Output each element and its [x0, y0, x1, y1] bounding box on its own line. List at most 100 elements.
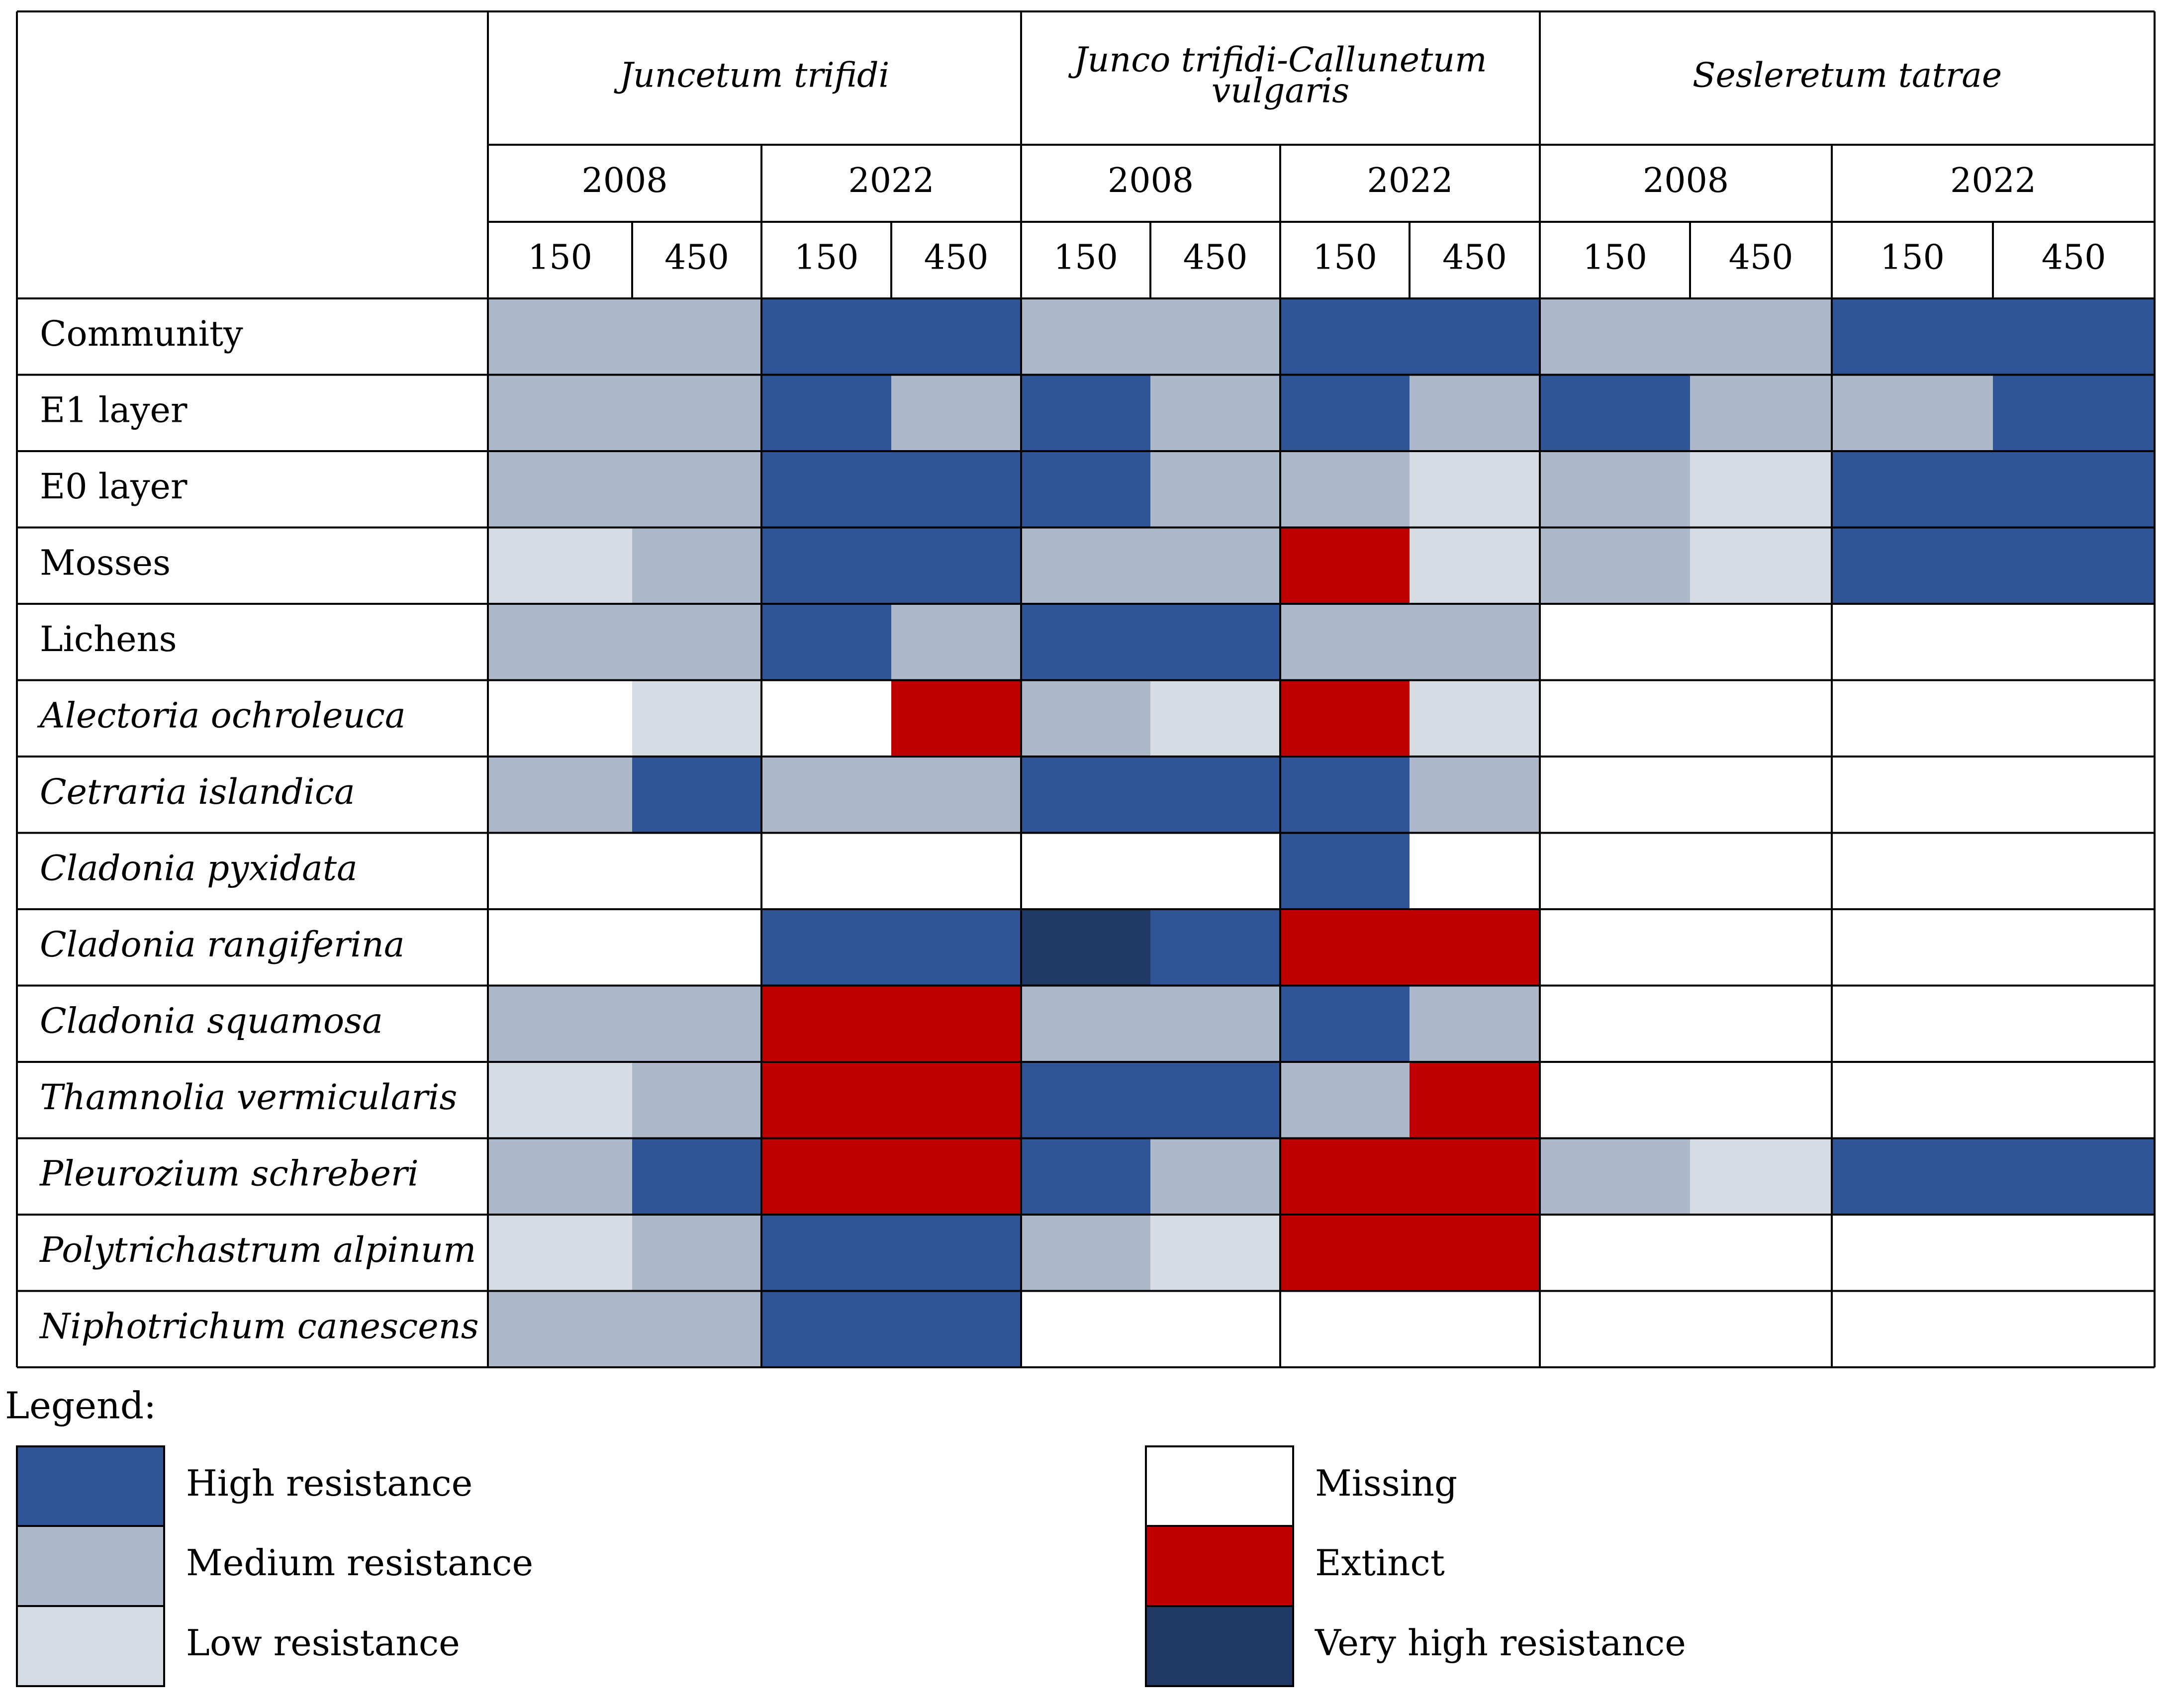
heatmap-cell [1993, 604, 2155, 680]
heatmap-cell [1021, 604, 1150, 680]
legend-swatch-medium [16, 1525, 165, 1607]
dose-header: 150 [1880, 238, 1945, 278]
heatmap-cell [1993, 833, 2155, 909]
heatmap-cell [761, 604, 891, 680]
heatmap-cell [1410, 375, 1540, 451]
heatmap-cell [1021, 1138, 1150, 1215]
heatmap-cell [632, 298, 761, 375]
heatmap-cell [891, 985, 1021, 1062]
heatmap-cell [1150, 375, 1280, 451]
heatmap-cell [1832, 298, 1993, 375]
heatmap-cell [1540, 298, 1690, 375]
dose-header: 150 [1313, 238, 1377, 278]
heatmap-cell [1410, 1291, 1540, 1367]
heatmap-cell [1690, 757, 1832, 833]
heatmap-cell [1690, 833, 1832, 909]
legend: Legend: High resistance Medium resistance L… [5, 1384, 1686, 1687]
heatmap-cell [1690, 680, 1832, 757]
heatmap-cell [488, 985, 632, 1062]
table-grid [16, 10, 2156, 1368]
heatmap-cell [1280, 1138, 1410, 1215]
heatmap-cell [891, 604, 1021, 680]
heatmap-cell [1410, 985, 1540, 1062]
heatmap-cell [1690, 1291, 1832, 1367]
heatmap-cell [1690, 375, 1832, 451]
heatmap-cell [761, 527, 891, 604]
heatmap-cell [1021, 1062, 1150, 1139]
heatmap-cell [1150, 833, 1280, 909]
heatmap-cell [1540, 527, 1690, 604]
legend-swatch-missing [1145, 1445, 1294, 1527]
heatmap-cell [632, 1062, 761, 1139]
heatmap-cell [1832, 604, 1993, 680]
row-label: Lichens [40, 619, 177, 660]
heatmap-cell [1540, 451, 1690, 528]
heatmap-cell [891, 757, 1021, 833]
heatmap-cell [1280, 1215, 1410, 1291]
heatmap-cell [488, 833, 632, 909]
legend-label-medium: Medium resistance [186, 1542, 533, 1584]
heatmap-cell [1280, 680, 1410, 757]
heatmap-cell [1993, 1062, 2155, 1139]
heatmap-cell [632, 1138, 761, 1215]
heatmap-cell [1690, 604, 1832, 680]
heatmap-cell [1690, 451, 1832, 528]
heatmap-cell [632, 375, 761, 451]
heatmap-cell [1150, 757, 1280, 833]
heatmap-cell [1021, 527, 1150, 604]
heatmap-cell [761, 1291, 891, 1367]
year-header: 2008 [1108, 161, 1194, 200]
heatmap-cell [488, 909, 632, 986]
heatmap-cell [1021, 451, 1150, 528]
heatmap-cell [488, 451, 632, 528]
year-header: 2022 [1950, 161, 2036, 200]
heatmap-cell [1993, 909, 2155, 986]
dose-header: 150 [528, 238, 592, 278]
row-label: Community [40, 313, 243, 354]
row-label: Pleurozium schreberi [39, 1153, 419, 1194]
heatmap-cell [1021, 680, 1150, 757]
heatmap-cell [1832, 527, 1993, 604]
heatmap-cells [488, 298, 2155, 1367]
heatmap-cell [1690, 527, 1832, 604]
heatmap-cell [1280, 298, 1410, 375]
heatmap-cell [1280, 833, 1410, 909]
heatmap-cell [1280, 909, 1410, 986]
heatmap-cell [1150, 680, 1280, 757]
heatmap-cell [1540, 1138, 1690, 1215]
heatmap-cell [1540, 680, 1690, 757]
row-label: E1 layer [40, 389, 188, 430]
heatmap-cell [1280, 1062, 1410, 1139]
heatmap-cell [1021, 833, 1150, 909]
heatmap-cell [1021, 985, 1150, 1062]
heatmap-cell [632, 680, 761, 757]
heatmap-cell [1150, 527, 1280, 604]
heatmap-cell [1540, 1215, 1690, 1291]
heatmap-cell [488, 680, 632, 757]
legend-label-high: High resistance [186, 1462, 472, 1504]
dose-header: 450 [1442, 238, 1507, 278]
heatmap-cell [632, 604, 761, 680]
legend-swatch-high [16, 1445, 165, 1527]
heatmap-cell [1021, 375, 1150, 451]
heatmap-cell [1540, 909, 1690, 986]
heatmap-cell [632, 451, 761, 528]
heatmap-cell [1150, 909, 1280, 986]
legend-swatch-extinct [1145, 1525, 1294, 1607]
heatmap-cell [761, 680, 891, 757]
heatmap-cell [891, 1062, 1021, 1139]
heatmap-cell [1540, 1062, 1690, 1139]
legend-label-missing: Missing [1315, 1462, 1457, 1504]
heatmap-cell [488, 1138, 632, 1215]
heatmap-cell [1410, 298, 1540, 375]
heatmap-cell [1410, 1138, 1540, 1215]
heatmap-cell [761, 375, 891, 451]
heatmap-cell [1993, 1215, 2155, 1291]
heatmap-cell [1540, 985, 1690, 1062]
heatmap-cell [1410, 909, 1540, 986]
heatmap-cell [1021, 1215, 1150, 1291]
heatmap-cell [632, 1291, 761, 1367]
heatmap-cell [1832, 985, 1993, 1062]
heatmap-cell [1832, 1215, 1993, 1291]
